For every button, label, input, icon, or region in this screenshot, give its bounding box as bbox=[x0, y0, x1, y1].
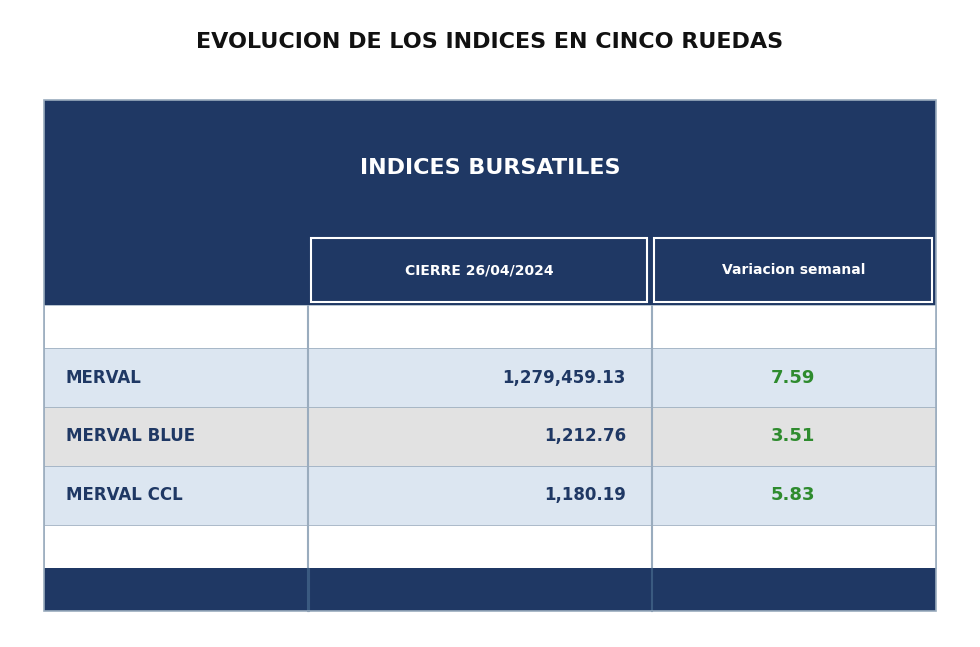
Bar bbox=[44, 407, 936, 466]
Bar bbox=[651, 305, 652, 348]
Bar bbox=[651, 407, 652, 466]
Bar bbox=[44, 100, 936, 611]
Text: CIERRE 26/04/2024: CIERRE 26/04/2024 bbox=[405, 263, 553, 277]
Text: 7.59: 7.59 bbox=[771, 369, 815, 386]
Bar bbox=[44, 100, 936, 236]
Bar bbox=[44, 568, 936, 611]
Text: MERVAL CCL: MERVAL CCL bbox=[66, 486, 182, 504]
Bar bbox=[651, 466, 652, 525]
Text: 3.51: 3.51 bbox=[771, 428, 815, 445]
Bar bbox=[651, 525, 652, 568]
Bar bbox=[307, 305, 308, 348]
Text: 1,212.76: 1,212.76 bbox=[544, 428, 626, 445]
Bar bbox=[651, 348, 652, 407]
Bar bbox=[307, 407, 308, 466]
Bar bbox=[307, 525, 308, 568]
Text: MERVAL: MERVAL bbox=[66, 369, 141, 386]
Bar bbox=[307, 348, 308, 407]
Text: 1,279,459.13: 1,279,459.13 bbox=[503, 369, 626, 386]
Text: EVOLUCION DE LOS INDICES EN CINCO RUEDAS: EVOLUCION DE LOS INDICES EN CINCO RUEDAS bbox=[196, 32, 784, 52]
Text: MERVAL BLUE: MERVAL BLUE bbox=[66, 428, 195, 445]
Bar bbox=[44, 305, 936, 348]
Bar bbox=[307, 568, 309, 611]
Bar bbox=[44, 525, 936, 568]
Text: 5.83: 5.83 bbox=[771, 486, 815, 504]
Bar bbox=[307, 466, 308, 525]
Bar bbox=[655, 238, 932, 302]
Bar bbox=[44, 348, 936, 407]
Bar bbox=[44, 236, 936, 305]
Text: 1,180.19: 1,180.19 bbox=[544, 486, 626, 504]
Text: INDICES BURSATILES: INDICES BURSATILES bbox=[360, 158, 620, 178]
Text: Variacion semanal: Variacion semanal bbox=[721, 263, 865, 277]
Bar bbox=[44, 466, 936, 525]
Bar bbox=[311, 238, 647, 302]
Bar bbox=[651, 568, 652, 611]
